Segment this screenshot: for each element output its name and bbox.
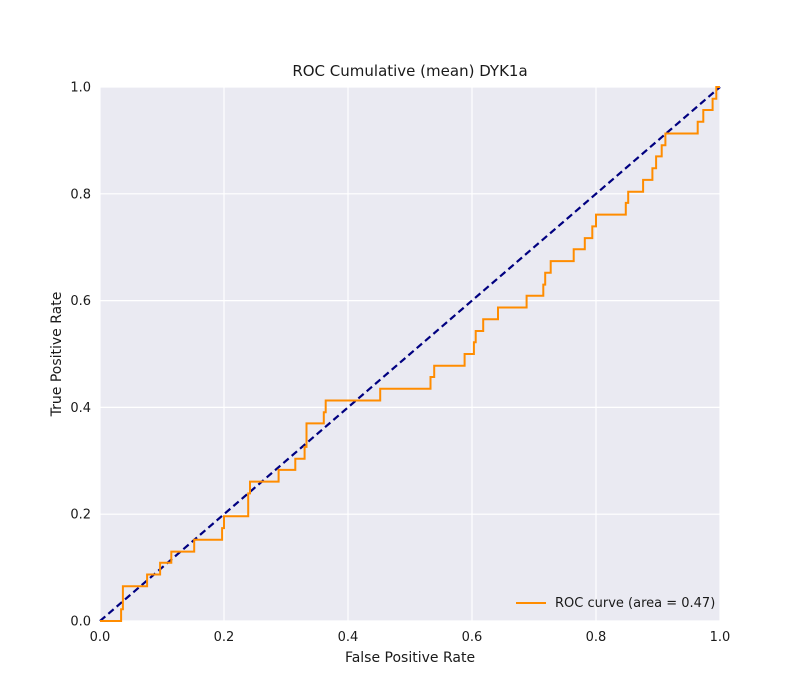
diagonal-reference-line: [99, 86, 721, 622]
x-tick-labels: 0.0 0.2 0.4 0.6 0.8 1.0: [90, 630, 731, 645]
y-tick-label: 1.0: [70, 81, 91, 96]
x-tick-label: 0.2: [214, 630, 235, 645]
roc-curve-line: [100, 86, 720, 622]
y-tick-label: 0.0: [70, 615, 91, 630]
legend-label: ROC curve (area = 0.47): [555, 596, 715, 611]
x-tick-label: 0.6: [462, 630, 483, 645]
y-tick-label: 0.2: [70, 508, 91, 523]
x-tick-label: 0.0: [90, 630, 111, 645]
y-tick-label: 0.6: [70, 294, 91, 309]
y-tick-label: 0.8: [70, 187, 91, 202]
grid-lines: [99, 86, 721, 622]
x-tick-label: 0.8: [586, 630, 607, 645]
x-axis-label: False Positive Rate: [345, 650, 475, 666]
chart-title: ROC Cumulative (mean) DYK1a: [292, 62, 527, 80]
x-tick-label: 1.0: [710, 630, 731, 645]
x-tick-label: 0.4: [338, 630, 359, 645]
legend: ROC curve (area = 0.47): [516, 596, 715, 611]
y-axis-label: True Positive Rate: [49, 292, 65, 418]
y-tick-label: 0.4: [70, 401, 91, 416]
y-tick-labels: 0.0 0.2 0.4 0.6 0.8 1.0: [70, 81, 91, 630]
